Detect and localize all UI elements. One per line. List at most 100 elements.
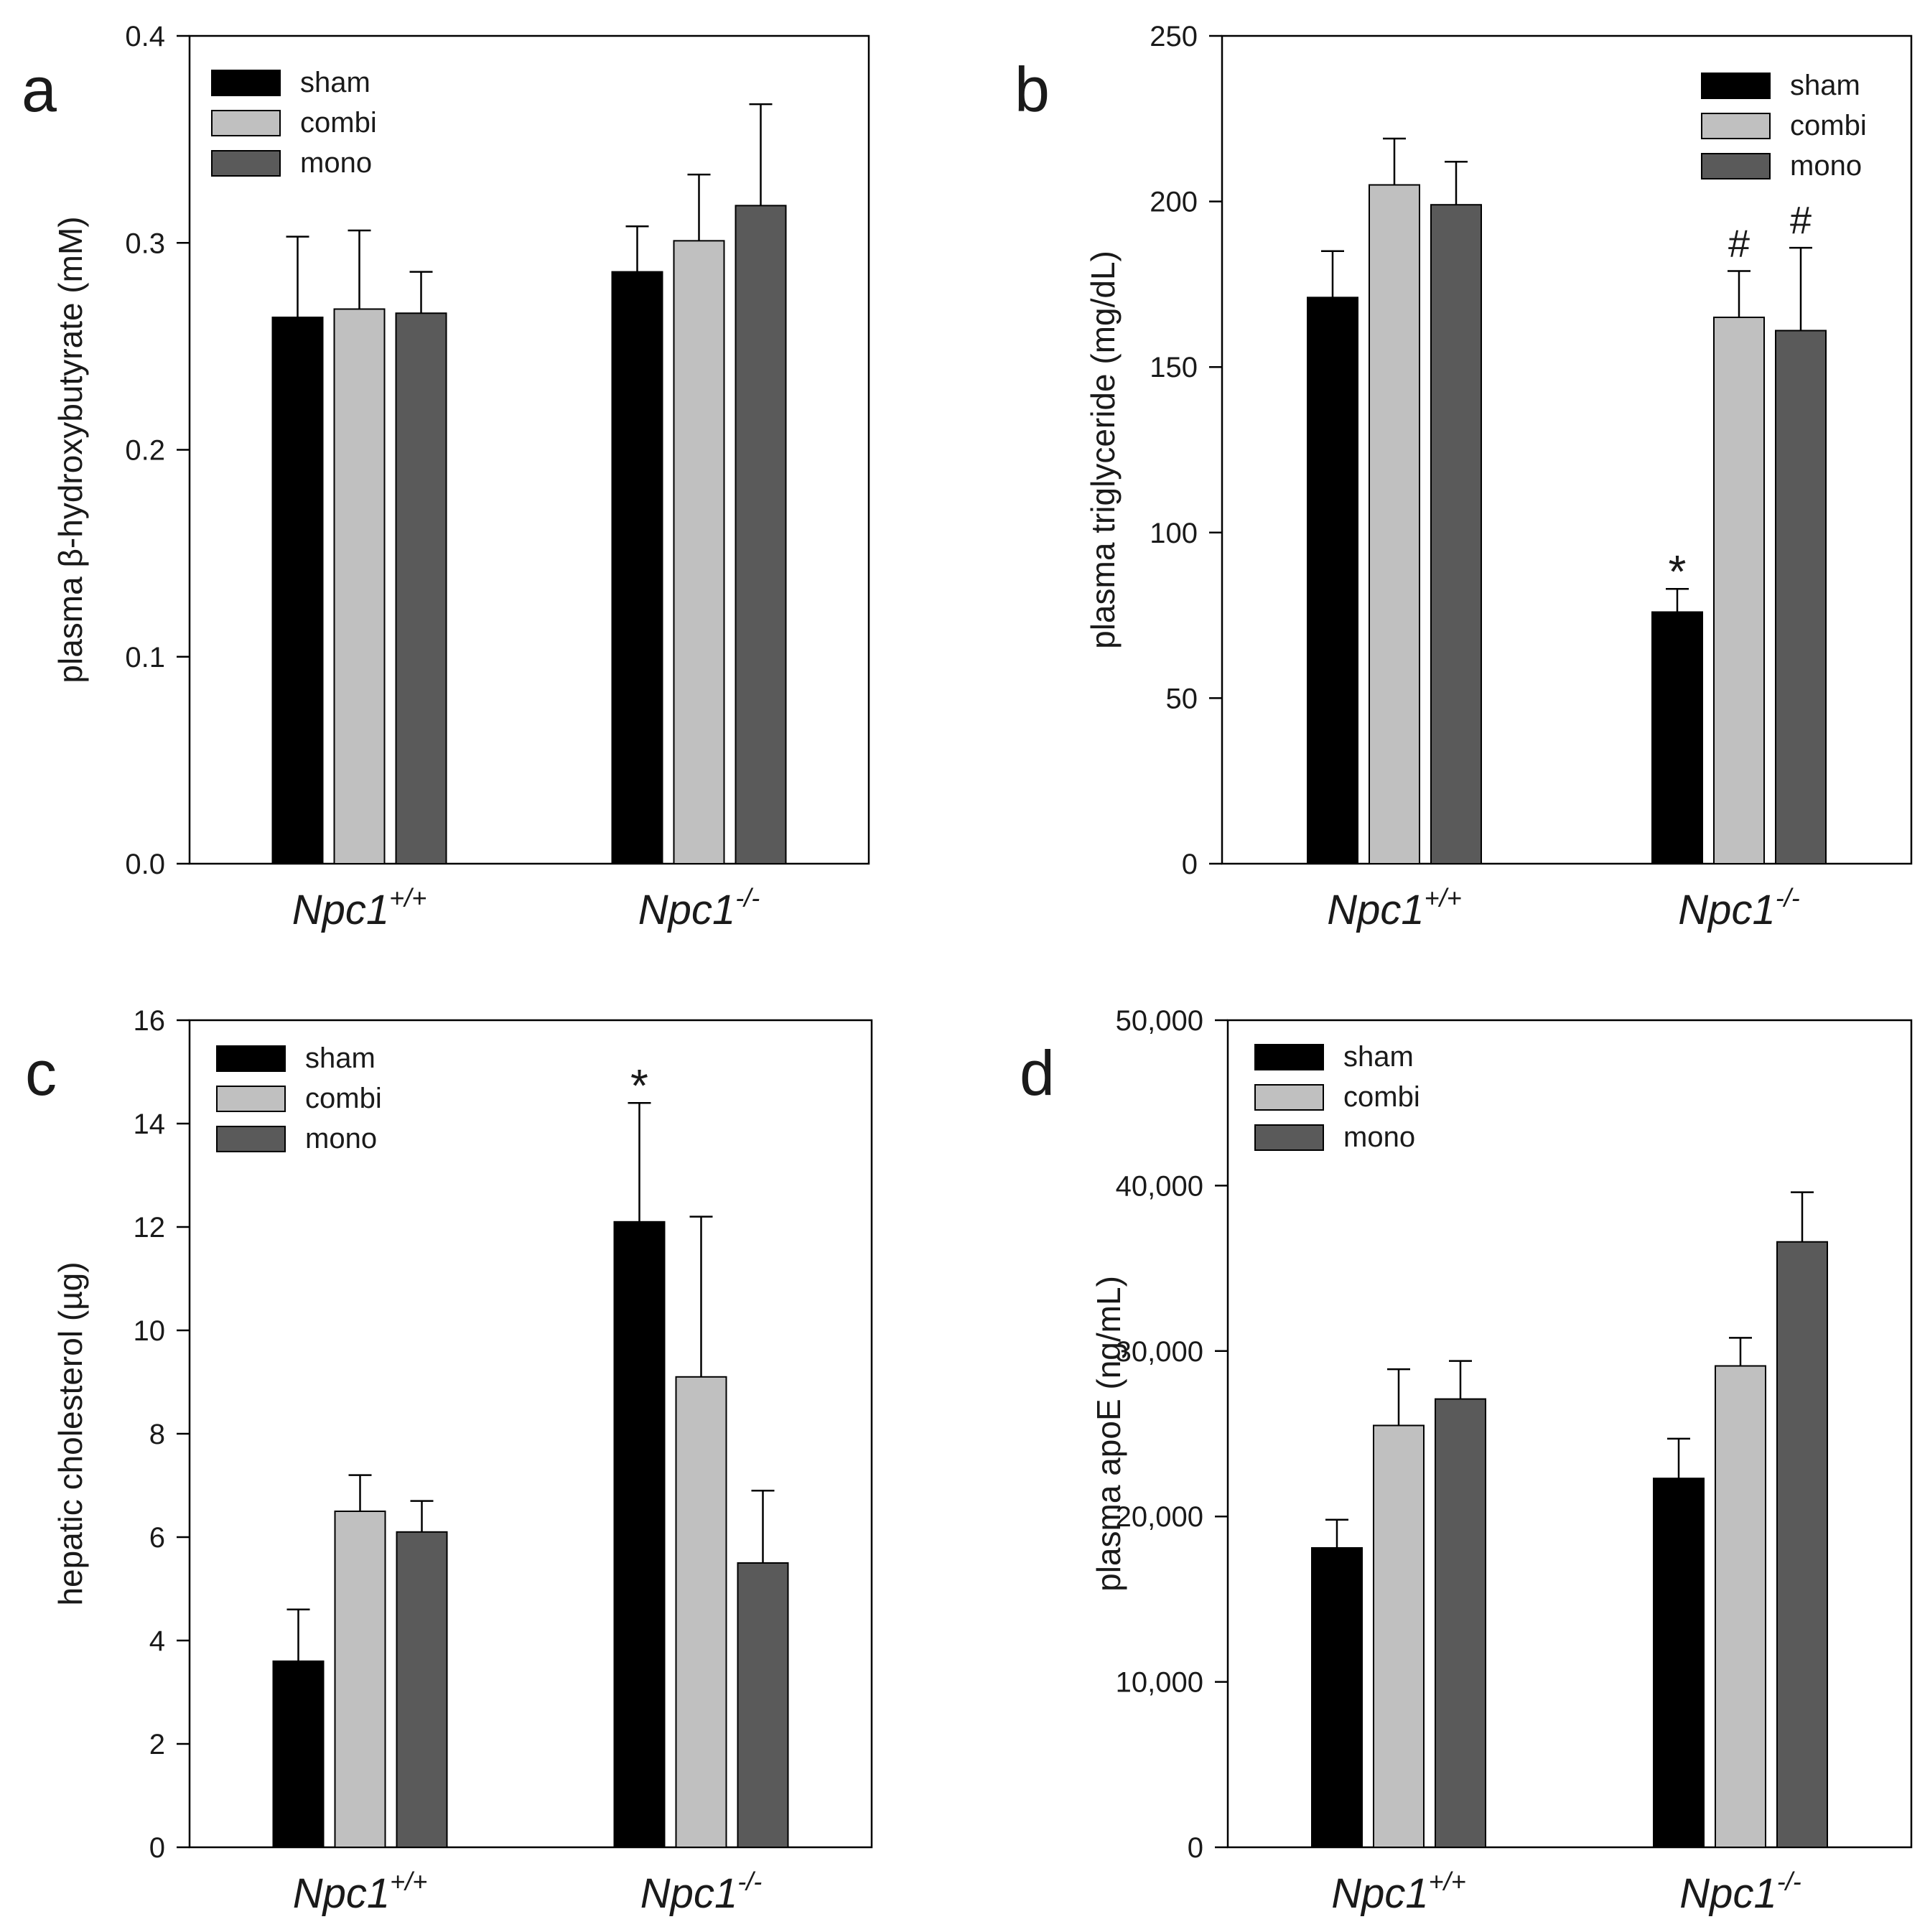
significance-marker: * (630, 1060, 648, 1111)
significance-marker: # (1790, 199, 1812, 242)
y-tick-label: 0 (1182, 849, 1198, 880)
bar (1307, 297, 1358, 864)
legend-swatch (216, 1045, 286, 1072)
bar (395, 312, 447, 864)
bar (333, 308, 386, 864)
x-category-label: Npc1+/+ (293, 1867, 427, 1917)
bar (1713, 317, 1765, 864)
y-tick-label: 0 (1188, 1832, 1203, 1864)
legend-swatch (1701, 113, 1771, 139)
y-tick-label: 12 (134, 1212, 166, 1243)
y-tick-label: 10,000 (1116, 1667, 1203, 1699)
bar (737, 1562, 789, 1848)
plot-frame (1226, 1019, 1913, 1849)
chart-panel-b: b 0 50 100 150 200 250 plasma triglyceride (mg/… (1015, 21, 1913, 933)
y-tick-label: 0.0 (125, 849, 165, 880)
panel-label: b (1015, 54, 1050, 125)
legend-label: combi (1790, 110, 1867, 141)
x-category-label: Npc1-/- (640, 1867, 762, 1917)
legend-swatch (1701, 73, 1771, 99)
y-tick-label: 14 (134, 1109, 166, 1140)
y-tick-label: 4 (149, 1625, 165, 1657)
legend-label: sham (1343, 1041, 1414, 1073)
legend-swatch (211, 150, 281, 177)
legend: sham combi mono (211, 67, 377, 179)
bar (1653, 1478, 1705, 1848)
legend-label: combi (1343, 1081, 1420, 1113)
legend: sham combi mono (216, 1042, 382, 1154)
chart-panel-a: a 0.0 0.1 0.2 0.3 0.4 plasma β-hydroxybutyrate… (22, 21, 870, 933)
y-tick-label: 50,000 (1116, 1005, 1203, 1037)
bar (1435, 1398, 1486, 1848)
y-tick-label: 0.1 (125, 642, 165, 673)
bar (735, 205, 787, 864)
y-axis-label: plasma β-hydroxybutyrate (mM) (52, 216, 89, 683)
legend-label: combi (305, 1083, 382, 1114)
legend-swatch (216, 1126, 286, 1152)
legend-swatch (216, 1086, 286, 1112)
panel-label: d (1020, 1037, 1055, 1109)
legend-label: mono (300, 147, 372, 179)
bar (334, 1511, 386, 1848)
bar (613, 1221, 666, 1849)
legend: sham combi mono (1701, 70, 1867, 182)
y-tick-label: 0.3 (125, 228, 165, 259)
bar (1311, 1546, 1363, 1849)
y-tick-label: 16 (134, 1005, 166, 1037)
y-tick-label: 20,000 (1116, 1501, 1203, 1533)
legend-swatch (1254, 1044, 1324, 1070)
bar (1430, 204, 1482, 865)
bar (1369, 184, 1420, 865)
legend-label: sham (1790, 70, 1860, 101)
y-axis-label: hepatic cholesterol (µg) (52, 1261, 89, 1605)
bar (1373, 1424, 1425, 1848)
y-tick-label: 8 (149, 1419, 165, 1450)
y-tick-label: 6 (149, 1522, 165, 1554)
x-category-label: Npc1+/+ (1327, 883, 1461, 933)
x-category-label: Npc1-/- (1679, 1867, 1801, 1917)
panel-label: c (25, 1037, 57, 1109)
y-axis-label: plasma apoE (ng/mL) (1090, 1276, 1127, 1592)
y-tick-label: 30,000 (1116, 1336, 1203, 1368)
x-category-label: Npc1+/+ (292, 883, 426, 933)
y-tick-label: 50 (1166, 683, 1198, 714)
bar (396, 1531, 448, 1849)
y-tick-label: 200 (1150, 187, 1198, 218)
legend-swatch (1254, 1084, 1324, 1111)
chart-panel-d: d 0 10,000 20,000 30,000 40,000 50,000 plasma a… (1020, 1005, 1913, 1917)
y-axis-label: plasma triglyceride (mg/dL) (1084, 251, 1122, 649)
y-tick-label: 0 (149, 1832, 165, 1864)
significance-marker: # (1728, 222, 1750, 265)
x-category-label: Npc1-/- (1678, 883, 1799, 933)
y-tick-label: 150 (1150, 352, 1198, 383)
bar (1715, 1365, 1766, 1848)
plot-frame (1221, 34, 1913, 865)
bar (271, 317, 324, 864)
legend-label: sham (305, 1042, 376, 1074)
x-category-label: Npc1+/+ (1331, 1867, 1465, 1917)
legend-swatch (211, 110, 281, 136)
bar (611, 271, 663, 865)
legend: sham combi mono (1254, 1041, 1420, 1153)
x-category-label: Npc1-/- (638, 883, 760, 933)
y-tick-label: 2 (149, 1729, 165, 1760)
y-tick-label: 40,000 (1116, 1170, 1203, 1202)
bar (1651, 611, 1703, 864)
bar (675, 1376, 727, 1849)
y-tick-label: 100 (1150, 518, 1198, 549)
legend-label: sham (300, 67, 370, 98)
y-tick-label: 250 (1150, 21, 1198, 52)
bar (272, 1660, 325, 1849)
legend-label: mono (1790, 150, 1862, 182)
y-tick-label: 0.2 (125, 435, 165, 467)
legend-swatch (1701, 153, 1771, 179)
legend-swatch (1254, 1124, 1324, 1151)
y-tick-label: 0.4 (125, 21, 165, 52)
bar (1776, 1241, 1828, 1848)
legend-label: combi (300, 107, 377, 139)
legend-label: mono (1343, 1121, 1415, 1153)
panel-label: a (22, 54, 57, 125)
bar (1775, 330, 1827, 864)
chart-panel-c: c 0 2 4 6 8 10 12 14 16 hepatic cholesterol (µg) Np… (25, 1005, 873, 1917)
